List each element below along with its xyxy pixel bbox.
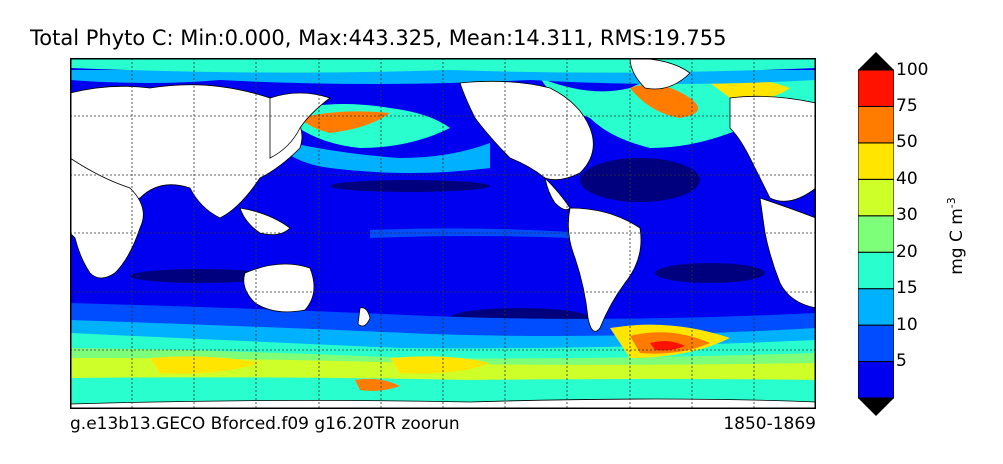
north-atlantic-core — [630, 84, 698, 118]
landmass-new-zealand — [357, 307, 371, 327]
colorbar-swatch — [858, 288, 894, 326]
year-range-caption: 1850-1869 — [723, 414, 816, 434]
colorbar-tick-label: 10 — [896, 314, 918, 335]
landmass-greenland — [629, 58, 691, 90]
north-pacific-core — [300, 111, 390, 133]
southern-yellow-patch-2 — [390, 356, 490, 374]
colorbar-units-label: mg C m-3 — [945, 197, 967, 275]
landmass-maritime — [239, 207, 291, 236]
landmass-asia-east — [269, 92, 331, 159]
south-atlantic-red — [650, 341, 685, 351]
colorbar-swatch — [858, 251, 894, 290]
colorbar — [858, 52, 894, 416]
landmass-antarctica — [70, 398, 816, 409]
landmass-north-america — [459, 80, 594, 181]
colorbar-tick-label: 5 — [896, 351, 907, 372]
north-atlantic-yellow — [710, 79, 790, 100]
landmass-central-america — [544, 176, 571, 211]
north-pacific-green — [270, 138, 490, 173]
colorbar-tick-label: 50 — [896, 132, 918, 153]
south-atlantic-gyre — [655, 263, 765, 283]
southern-yellow-patch-1 — [150, 356, 260, 374]
colorbar-arrow-top — [858, 52, 894, 70]
antarctic-orange-patch — [355, 378, 400, 391]
north-top-green — [70, 58, 816, 73]
colorbar-tick-label: 30 — [896, 205, 918, 226]
landmass-africa — [70, 157, 144, 279]
run-name-caption: g.e13b13.GECO Bforced.f09 g16.20TR zooru… — [70, 414, 460, 434]
map-title: Total Phyto C: Min:0.000, Max:443.325, M… — [30, 26, 727, 50]
colorbar-tick-label: 75 — [896, 95, 918, 116]
colorbar-swatch — [858, 105, 894, 144]
colorbar-arrow-bottom — [858, 398, 894, 416]
colorbar-swatch — [858, 142, 894, 180]
north-top-cyan — [70, 70, 816, 84]
indian-ocean-gyre — [130, 269, 270, 283]
colorbar-swatch — [858, 69, 894, 107]
colorbar-tick-label: 15 — [896, 278, 918, 299]
colorbar-tick-label: 20 — [896, 241, 918, 262]
landmass-australia — [243, 263, 315, 313]
map-svg — [70, 58, 816, 409]
landmass-africa-east — [759, 197, 816, 309]
colorbar-tick-label: 100 — [896, 59, 929, 80]
north-atlantic-gyre — [580, 158, 700, 202]
colorbar-swatch — [858, 215, 894, 253]
map-frame — [70, 58, 816, 409]
colorbar-swatch — [858, 324, 894, 363]
colorbar-swatch — [858, 178, 894, 217]
colorbar-tick-label: 40 — [896, 168, 918, 189]
landmass-south-america — [567, 207, 642, 332]
north-pacific-gyre — [330, 180, 490, 192]
colorbar-swatch — [858, 361, 894, 399]
map-panel — [70, 58, 816, 409]
